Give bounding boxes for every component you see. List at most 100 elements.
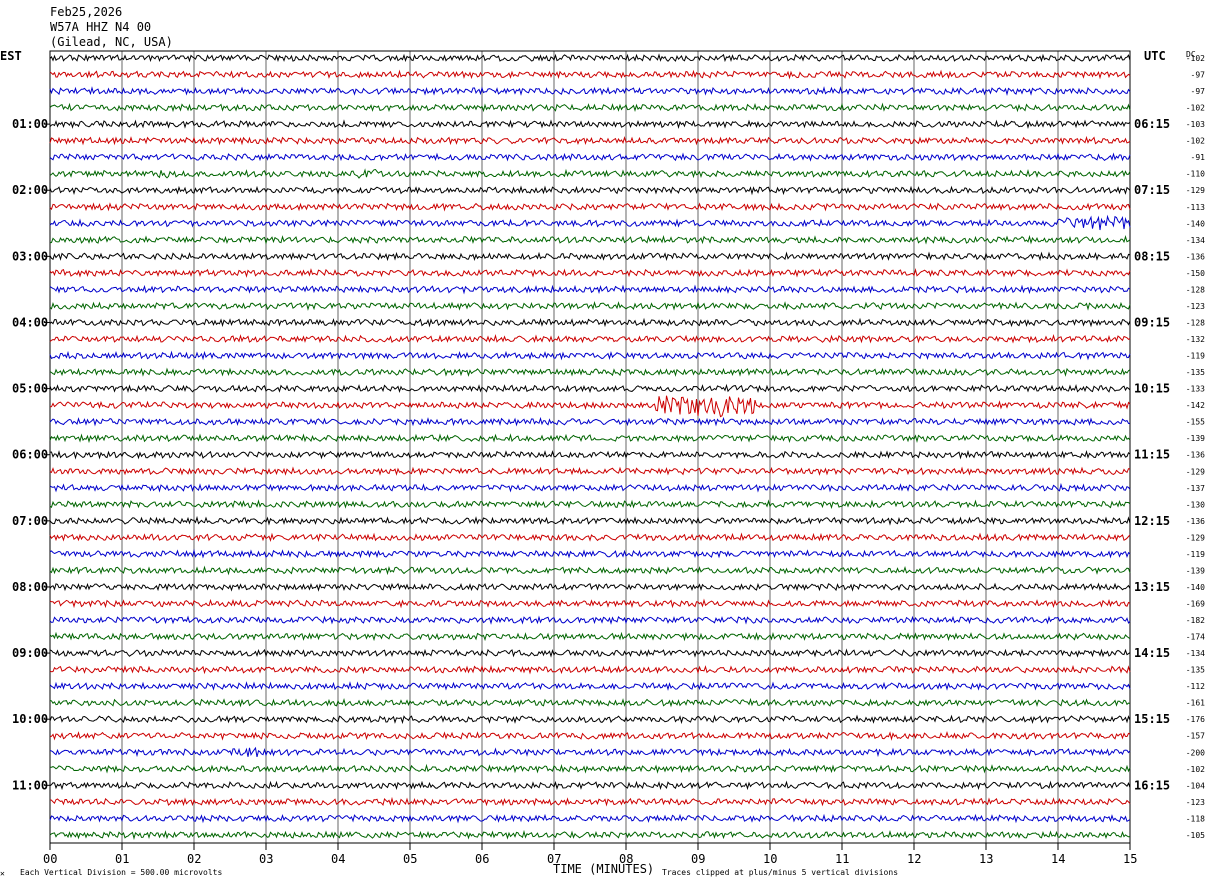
trace-23 <box>49 433 1131 444</box>
trace-8 <box>49 185 1131 196</box>
trace-33 <box>49 598 1131 609</box>
dc-offset-6: -91 <box>1191 153 1206 162</box>
header-date: Feb25,2026 <box>50 5 122 19</box>
x-axis-label: TIME (MINUTES) <box>553 862 654 876</box>
left-hour-label-06:00: 06:00 <box>12 448 48 462</box>
dc-offset-32: -140 <box>1186 583 1205 592</box>
dc-offset-12: -136 <box>1186 252 1205 261</box>
trace-36 <box>49 648 1131 658</box>
right-timezone-label: UTC <box>1144 49 1166 63</box>
trace-42 <box>49 746 1131 758</box>
dc-offset-9: -113 <box>1186 203 1205 212</box>
left-hour-label-10:00: 10:00 <box>12 712 48 726</box>
dc-offsets: -102 -97 -97 -102 -103 -102 -91 -110 -129 -113 -14… <box>1186 54 1205 840</box>
trace-37 <box>49 664 1131 675</box>
dc-offset-41: -157 <box>1186 732 1205 741</box>
left-timezone-label: EST <box>0 49 22 63</box>
dc-offset-22: -155 <box>1186 418 1205 427</box>
plot-frame <box>49 50 1131 844</box>
trace-9 <box>49 202 1131 212</box>
trace-44 <box>49 780 1131 791</box>
header-location: (Gilead, NC, USA) <box>50 35 173 49</box>
trace-14 <box>49 284 1131 295</box>
dc-offset-38: -112 <box>1186 682 1205 691</box>
left-hour-labels: 01:00 02:00 03:00 04:00 05:00 06:00 07:00 08:00… <box>12 117 50 792</box>
dc-offset-37: -135 <box>1186 666 1205 675</box>
x-tick-label-03: 03 <box>259 852 273 866</box>
trace-7 <box>49 168 1131 179</box>
dc-label: DC <box>1186 50 1196 59</box>
x-axis-ticks: 00 01 02 03 04 05 06 07 08 09 10 11 12 13 14 15 <box>43 843 1137 866</box>
trace-38 <box>49 681 1131 691</box>
right-hour-label-13:15: 13:15 <box>1134 580 1170 594</box>
dc-offset-19: -135 <box>1186 368 1205 377</box>
trace-43 <box>49 763 1131 774</box>
x-tick-label-00: 00 <box>43 852 57 866</box>
x-tick-label-15: 15 <box>1123 852 1137 866</box>
trace-13 <box>49 267 1131 278</box>
dc-offset-11: -134 <box>1186 236 1205 245</box>
trace-24 <box>49 449 1131 460</box>
dc-offset-16: -128 <box>1186 318 1205 327</box>
dc-offset-39: -161 <box>1186 699 1205 708</box>
dc-offset-31: -139 <box>1186 566 1205 575</box>
trace-39 <box>49 697 1131 708</box>
trace-32 <box>49 582 1131 592</box>
dc-offset-40: -176 <box>1186 715 1205 724</box>
dc-offset-14: -128 <box>1186 285 1205 294</box>
trace-19 <box>49 367 1131 377</box>
left-hour-label-01:00: 01:00 <box>12 117 48 131</box>
dc-offset-26: -137 <box>1186 484 1205 493</box>
trace-35 <box>49 631 1131 642</box>
dc-offset-10: -140 <box>1186 219 1205 228</box>
dc-offset-20: -133 <box>1186 385 1205 394</box>
x-tick-label-05: 05 <box>403 852 417 866</box>
dc-offset-5: -102 <box>1186 137 1205 146</box>
dc-offset-33: -169 <box>1186 599 1205 608</box>
trace-20 <box>49 383 1131 394</box>
dc-offset-36: -134 <box>1186 649 1205 658</box>
trace-40 <box>49 714 1131 725</box>
dc-offset-34: -182 <box>1186 616 1205 625</box>
trace-12 <box>49 251 1131 262</box>
dc-offset-45: -123 <box>1186 798 1205 807</box>
scale-icon: ✕ <box>0 869 5 878</box>
trace-28 <box>49 515 1131 526</box>
x-tick-label-09: 09 <box>691 852 705 866</box>
left-hour-label-09:00: 09:00 <box>12 646 48 660</box>
dc-offset-17: -132 <box>1186 335 1205 344</box>
footer-scale-note: Each Vertical Division = 500.00 microvol… <box>20 868 222 877</box>
dc-offset-24: -136 <box>1186 451 1205 460</box>
right-hour-label-08:15: 08:15 <box>1134 249 1170 263</box>
dc-offset-42: -200 <box>1186 748 1205 757</box>
trace-10 <box>49 214 1131 231</box>
dc-offset-29: -129 <box>1186 533 1205 542</box>
trace-27 <box>49 499 1131 510</box>
trace-34 <box>49 615 1131 625</box>
right-hour-label-12:15: 12:15 <box>1134 514 1170 528</box>
dc-offset-18: -119 <box>1186 352 1205 361</box>
dc-offset-28: -136 <box>1186 517 1205 526</box>
trace-0 <box>49 53 1131 63</box>
dc-offset-46: -118 <box>1186 814 1205 823</box>
left-hour-label-05:00: 05:00 <box>12 382 48 396</box>
right-hour-label-06:15: 06:15 <box>1134 117 1170 131</box>
trace-11 <box>49 234 1131 245</box>
trace-6 <box>49 152 1131 162</box>
x-tick-label-08: 08 <box>619 852 633 866</box>
trace-3 <box>49 102 1131 113</box>
x-tick-label-07: 07 <box>547 852 561 866</box>
right-hour-label-09:15: 09:15 <box>1134 315 1170 329</box>
left-hour-label-02:00: 02:00 <box>12 183 48 197</box>
dc-offset-23: -139 <box>1186 434 1205 443</box>
trace-18 <box>49 350 1131 361</box>
dc-offset-4: -103 <box>1186 120 1205 129</box>
trace-5 <box>49 135 1131 146</box>
right-hour-label-11:15: 11:15 <box>1134 448 1170 462</box>
dc-offset-27: -130 <box>1186 500 1205 509</box>
right-hour-labels: 06:15 07:15 08:15 09:15 10:15 11:15 12:15 13:15… <box>1134 117 1170 792</box>
grid-lines <box>121 51 1059 843</box>
trace-46 <box>49 813 1131 824</box>
x-tick-label-02: 02 <box>187 852 201 866</box>
